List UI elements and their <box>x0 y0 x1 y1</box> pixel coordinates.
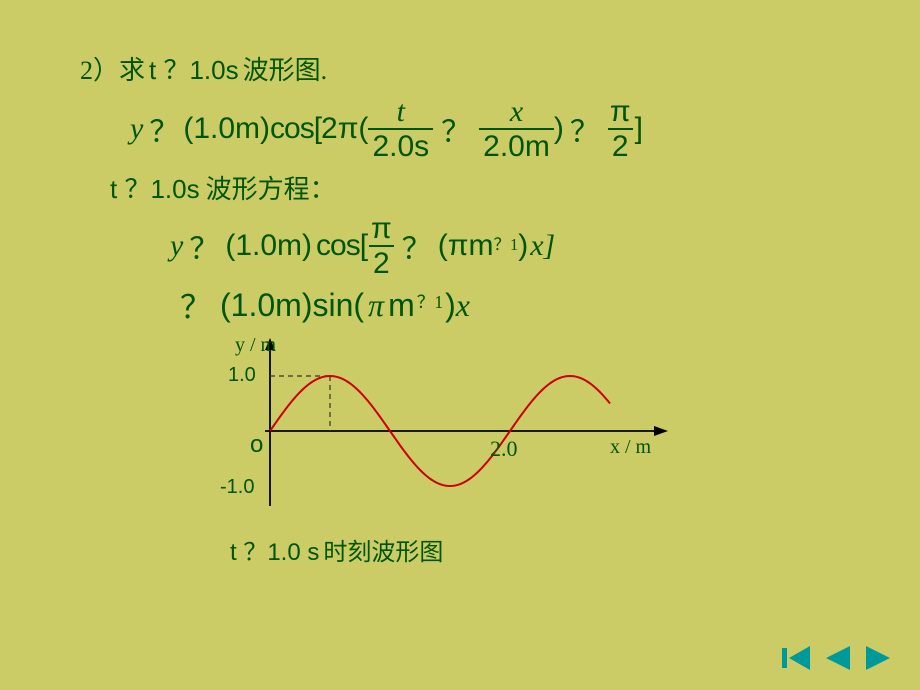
eq3-amp: (1.0m) <box>220 287 312 324</box>
graph-xlabel: x / m <box>610 436 651 459</box>
eq3-q1: ？ <box>180 282 212 328</box>
nav-home-button[interactable] <box>782 644 816 672</box>
nav-next-button[interactable] <box>862 644 892 672</box>
eq1-f2n: x <box>506 95 527 128</box>
eq2-fd: 2 <box>369 245 394 280</box>
eq1-q1: ？ <box>149 107 179 151</box>
eq1-amp: (1.0m) <box>183 112 270 146</box>
eq1-close1: ) <box>554 112 564 146</box>
eq2: y ？ (1.0m) cos[ π 2 ？ (πm ？1 ) x] <box>170 212 860 280</box>
graph-ytick-bot: -1.0 <box>220 476 254 499</box>
graph-origin: o <box>250 431 263 459</box>
eq3-m: m <box>388 287 415 324</box>
eq1-f1n: t <box>393 95 409 128</box>
graph-svg <box>190 336 690 526</box>
line1-expr: t ？1.0s <box>149 50 239 87</box>
eq1-q3: ？ <box>570 107 600 151</box>
eq1-pi1: π( <box>338 112 369 146</box>
caption-a: t ？1.0 s <box>230 532 319 567</box>
eq2-y: y <box>170 229 183 263</box>
line2-expr: t ？1.0s <box>110 169 200 206</box>
eq2-pim: (πm <box>438 229 494 263</box>
eq2-amp: (1.0m) <box>225 229 312 263</box>
eq1-y: y <box>130 112 143 146</box>
nav-prev-button[interactable] <box>824 644 854 672</box>
eq2-cos: cos[ <box>316 229 367 263</box>
eq1-f1d: 2.0s <box>368 128 433 163</box>
line-2: t ？1.0s 波形方程： <box>110 169 860 206</box>
eq1-f2d: 2.0m <box>479 128 554 163</box>
eq1-cos: cos[ <box>270 112 321 146</box>
eq3-sin: sin( <box>312 287 364 324</box>
eq3-x: x <box>456 287 470 324</box>
caption-b: 时刻波形图 <box>323 532 443 567</box>
graph-ylabel: y / m <box>235 334 276 357</box>
caption: t ？1.0 s 时刻波形图 <box>230 532 860 567</box>
eq1-close2: ] <box>635 112 643 146</box>
eq2-q2: ？ <box>402 224 432 268</box>
eq1-f3n: π <box>606 95 635 128</box>
line1-prefix: 2）求 <box>80 50 145 87</box>
graph-ytick-top: 1.0 <box>228 364 256 387</box>
eq1-q2: ？ <box>441 107 471 151</box>
eq3-pi: π <box>368 287 384 324</box>
eq2-frac: π 2 <box>367 212 396 280</box>
eq2-x: x] <box>530 229 555 263</box>
eq1-f3d: 2 <box>608 128 633 163</box>
graph-xtick: 2.0 <box>490 436 518 462</box>
eq2-fn: π <box>367 212 396 245</box>
eq1: y ？ (1.0m) cos[ 2 π( t 2.0s ？ x 2.0m ) ？… <box>130 95 860 163</box>
graph: y / m 1.0 -1.0 o 2.0 x / m <box>190 336 690 526</box>
eq2-close1: ) <box>518 229 528 263</box>
nav-controls <box>782 644 892 672</box>
eq3-exp: ？1 <box>417 289 443 314</box>
line2-suffix: 波形方程： <box>206 169 336 206</box>
eq3: ？ (1.0m) sin( π m ？1 ) x <box>180 282 860 328</box>
eq1-frac1: t 2.0s <box>368 95 433 163</box>
line-1: 2）求 t ？1.0s 波形图. <box>80 50 860 87</box>
eq1-frac2: x 2.0m <box>479 95 554 163</box>
eq2-exp: ？1 <box>493 231 518 255</box>
eq1-two: 2 <box>321 112 338 146</box>
eq2-q1: ？ <box>189 224 219 268</box>
line1-suffix: 波形图. <box>243 50 328 87</box>
eq1-frac3: π 2 <box>606 95 635 163</box>
eq3-close: ) <box>445 287 456 324</box>
